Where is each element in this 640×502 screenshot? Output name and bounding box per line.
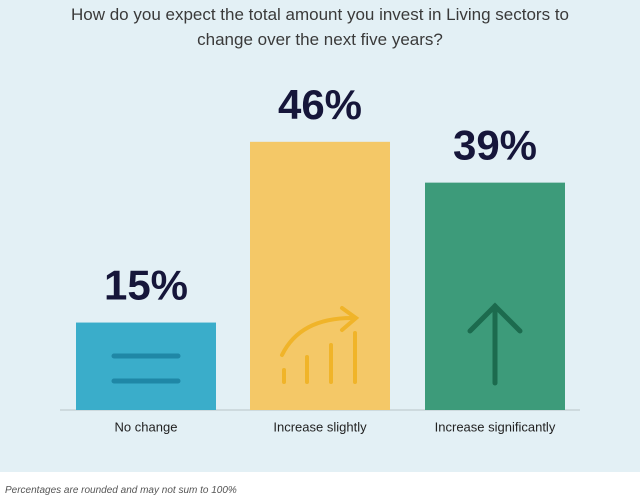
- bar: [76, 322, 216, 410]
- footnote: Percentages are rounded and may not sum …: [5, 485, 237, 496]
- x-tick-label: No change: [115, 419, 178, 434]
- value-label: 15%: [104, 262, 188, 309]
- bar: [250, 141, 390, 410]
- value-label: 39%: [453, 122, 537, 169]
- bar: [425, 182, 565, 410]
- x-tick-label: Increase slightly: [273, 419, 367, 434]
- value-label: 46%: [278, 81, 362, 128]
- chart: 15% No change 46% Increase slightly 39% Incre…: [60, 81, 580, 434]
- chart-title: How do you expect the total amount you i…: [71, 5, 569, 49]
- x-tick-label: Increase significantly: [435, 419, 556, 434]
